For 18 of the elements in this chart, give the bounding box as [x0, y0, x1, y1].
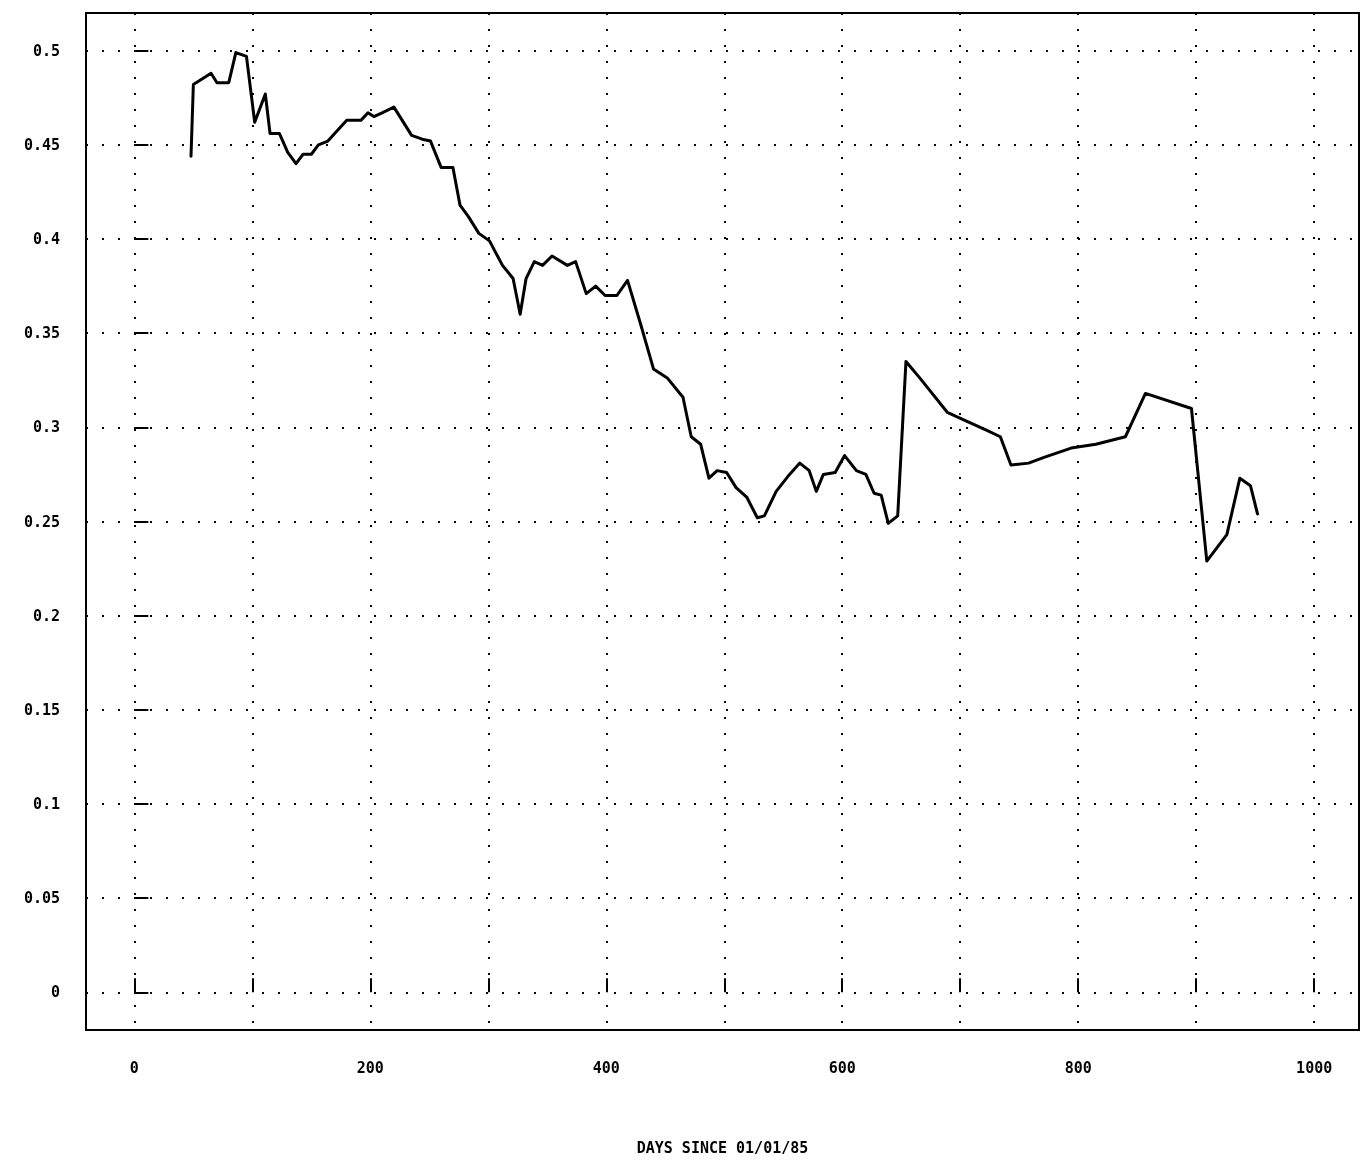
x-tick-label: 600 — [828, 1058, 856, 1077]
y-tick-label: 0.2 — [32, 606, 60, 625]
x-axis-title: DAYS SINCE 01/01/85 — [636, 1138, 809, 1157]
y-tick-label: 0.15 — [23, 700, 60, 719]
y-tick-label: 0.1 — [32, 795, 60, 813]
x-tick-label: 400 — [592, 1058, 620, 1077]
y-tick-label: 0.5 — [32, 41, 60, 60]
y-tick-label: 0.45 — [23, 135, 60, 154]
y-tick-label: 0.35 — [23, 324, 60, 343]
y-tick-label: 0.3 — [32, 418, 60, 437]
x-tick-label: 0 — [129, 1058, 139, 1077]
y-tick-label: 0.05 — [23, 889, 60, 908]
y-tick-label: 0 — [50, 983, 60, 1002]
x-tick-label: 200 — [356, 1058, 384, 1077]
y-tick-label: 0.4 — [32, 230, 60, 248]
x-tick-label: 800 — [1064, 1058, 1092, 1077]
y-tick-label: 0.25 — [23, 512, 60, 531]
x-tick-label: 1000 — [1296, 1058, 1333, 1077]
